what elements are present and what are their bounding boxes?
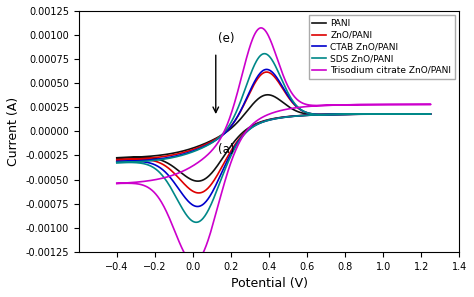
Line: CTAB ZnO/PANI: CTAB ZnO/PANI (117, 69, 431, 206)
PANI (369, 112, 374, 116)
CTAB ZnO/PANI (240, 133, 246, 137)
SDS ZnO/PANI (392, 112, 397, 116)
ZnO/PANI (114, 158, 119, 162)
Trisodium citrate ZnO/PANI (252, 121, 257, 124)
ZnO/PANI (252, 124, 257, 127)
X-axis label: Potential (V): Potential (V) (230, 277, 308, 290)
CTAB ZnO/PANI (310, 113, 316, 117)
CTAB ZnO/PANI (194, 205, 200, 208)
Trisodium citrate ZnO/PANI (258, 26, 264, 30)
Line: PANI: PANI (117, 95, 431, 181)
SDS ZnO/PANI (369, 112, 374, 116)
PANI (240, 130, 246, 134)
ZnO/PANI (240, 132, 246, 136)
CTAB ZnO/PANI (178, 153, 184, 157)
PANI (178, 150, 184, 153)
CTAB ZnO/PANI (114, 160, 119, 163)
ZnO/PANI (178, 151, 184, 155)
CTAB ZnO/PANI (252, 124, 257, 127)
PANI (114, 156, 119, 159)
Trisodium citrate ZnO/PANI (369, 103, 374, 106)
ZnO/PANI (310, 113, 316, 117)
SDS ZnO/PANI (252, 124, 257, 128)
PANI (265, 93, 271, 97)
SDS ZnO/PANI (114, 161, 119, 164)
Trisodium citrate ZnO/PANI (191, 261, 197, 264)
SDS ZnO/PANI (193, 220, 199, 224)
ZnO/PANI (369, 112, 374, 116)
SDS ZnO/PANI (262, 52, 267, 56)
Text: (a): (a) (218, 143, 234, 156)
Y-axis label: Current (A): Current (A) (7, 97, 20, 166)
Trisodium citrate ZnO/PANI (114, 181, 119, 185)
PANI (310, 113, 316, 117)
PANI (392, 112, 397, 116)
ZnO/PANI (392, 112, 397, 116)
SDS ZnO/PANI (114, 161, 119, 164)
CTAB ZnO/PANI (369, 112, 374, 116)
Text: (e): (e) (218, 32, 234, 45)
Trisodium citrate ZnO/PANI (240, 134, 246, 137)
SDS ZnO/PANI (310, 113, 316, 117)
Line: ZnO/PANI: ZnO/PANI (117, 72, 431, 193)
Line: SDS ZnO/PANI: SDS ZnO/PANI (117, 54, 431, 222)
Trisodium citrate ZnO/PANI (392, 103, 397, 106)
PANI (195, 179, 201, 183)
PANI (114, 156, 119, 159)
ZnO/PANI (264, 70, 269, 74)
Legend: PANI, ZnO/PANI, CTAB ZnO/PANI, SDS ZnO/PANI, Trisodium citrate ZnO/PANI: PANI, ZnO/PANI, CTAB ZnO/PANI, SDS ZnO/P… (309, 15, 455, 78)
CTAB ZnO/PANI (114, 160, 119, 163)
PANI (252, 123, 257, 126)
CTAB ZnO/PANI (264, 68, 269, 71)
SDS ZnO/PANI (178, 154, 184, 157)
ZnO/PANI (114, 158, 119, 162)
Trisodium citrate ZnO/PANI (114, 182, 119, 185)
Line: Trisodium citrate ZnO/PANI: Trisodium citrate ZnO/PANI (117, 28, 431, 263)
ZnO/PANI (196, 191, 201, 195)
CTAB ZnO/PANI (392, 112, 397, 116)
Trisodium citrate ZnO/PANI (178, 170, 184, 174)
Trisodium citrate ZnO/PANI (310, 104, 316, 108)
SDS ZnO/PANI (240, 134, 246, 137)
